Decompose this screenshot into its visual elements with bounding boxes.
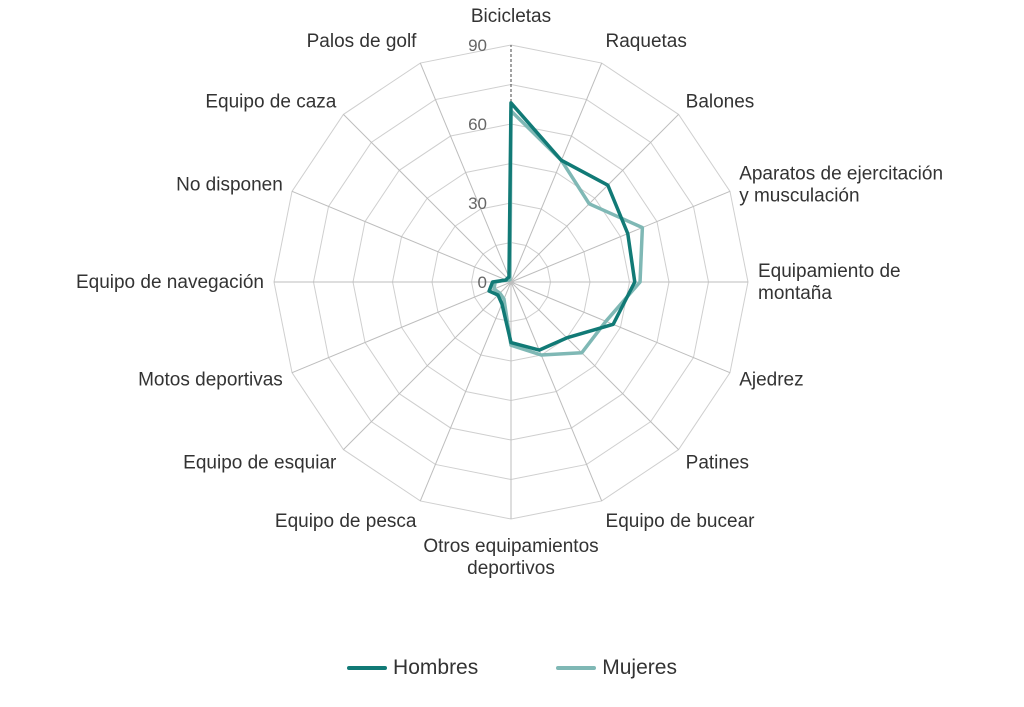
grid-spoke	[343, 114, 512, 283]
category-label: Palos de golf	[307, 31, 418, 52]
grid-spoke	[510, 281, 679, 450]
legend-item-mujeres: Mujeres	[556, 656, 677, 680]
legend-label-mujeres: Mujeres	[602, 656, 677, 679]
category-label: Equipo de pesca	[275, 511, 417, 532]
grid-spoke	[510, 114, 679, 283]
category-label: Equipo de navegación	[76, 272, 264, 293]
category-label: deportivos	[467, 558, 555, 579]
r-tick-label: 30	[468, 194, 487, 213]
category-label: Otros equipamientos	[423, 536, 598, 557]
label-layer: Bicicletas Raquetas Balones Aparatos de eje…	[76, 6, 943, 579]
grid-spoke	[291, 190, 512, 283]
category-label: Equipo de caza	[205, 92, 336, 113]
grid-layer	[273, 44, 749, 520]
series-layer	[487, 101, 645, 357]
legend-swatch-hombres	[347, 666, 388, 670]
category-label: Equipamiento de	[758, 261, 901, 282]
radar-plot: 0 30 60 90 Bicicletas Raquetas Balones Aparato…	[76, 6, 943, 579]
grid-spoke	[510, 281, 603, 502]
r-tick-label: 90	[468, 36, 487, 55]
grid-spoke	[291, 281, 512, 374]
grid-spoke	[510, 190, 731, 283]
r-tick-label: 60	[468, 115, 487, 134]
category-label: montaña	[758, 283, 832, 304]
legend-label-hombres: Hombres	[393, 656, 479, 679]
category-label: Motos deportivas	[138, 370, 283, 391]
category-label: Equipo de esquiar	[183, 452, 337, 473]
grid-spoke	[419, 62, 512, 283]
legend-swatch-mujeres	[556, 666, 597, 670]
series-line-mujeres	[492, 109, 645, 357]
category-label: Balones	[686, 92, 755, 113]
category-label: No disponen	[176, 174, 283, 195]
legend: Hombres Mujeres	[0, 656, 1024, 680]
series-line-hombres	[487, 101, 637, 352]
category-label: Ajedrez	[739, 370, 803, 391]
grid-spoke	[419, 281, 512, 502]
grid-spoke	[343, 281, 512, 450]
category-label: Aparatos de ejercitación	[739, 163, 943, 184]
r-tick-label: 0	[478, 273, 487, 292]
category-label: Patines	[686, 452, 749, 473]
tick-layer: 0 30 60 90	[468, 36, 487, 292]
category-label: Raquetas	[606, 31, 687, 52]
category-label: y musculación	[739, 185, 859, 206]
grid-spoke	[510, 62, 603, 283]
category-label: Bicicletas	[471, 6, 551, 27]
category-label: Equipo de bucear	[606, 511, 756, 532]
grid-spoke	[510, 281, 731, 374]
legend-item-hombres: Hombres	[347, 656, 478, 680]
